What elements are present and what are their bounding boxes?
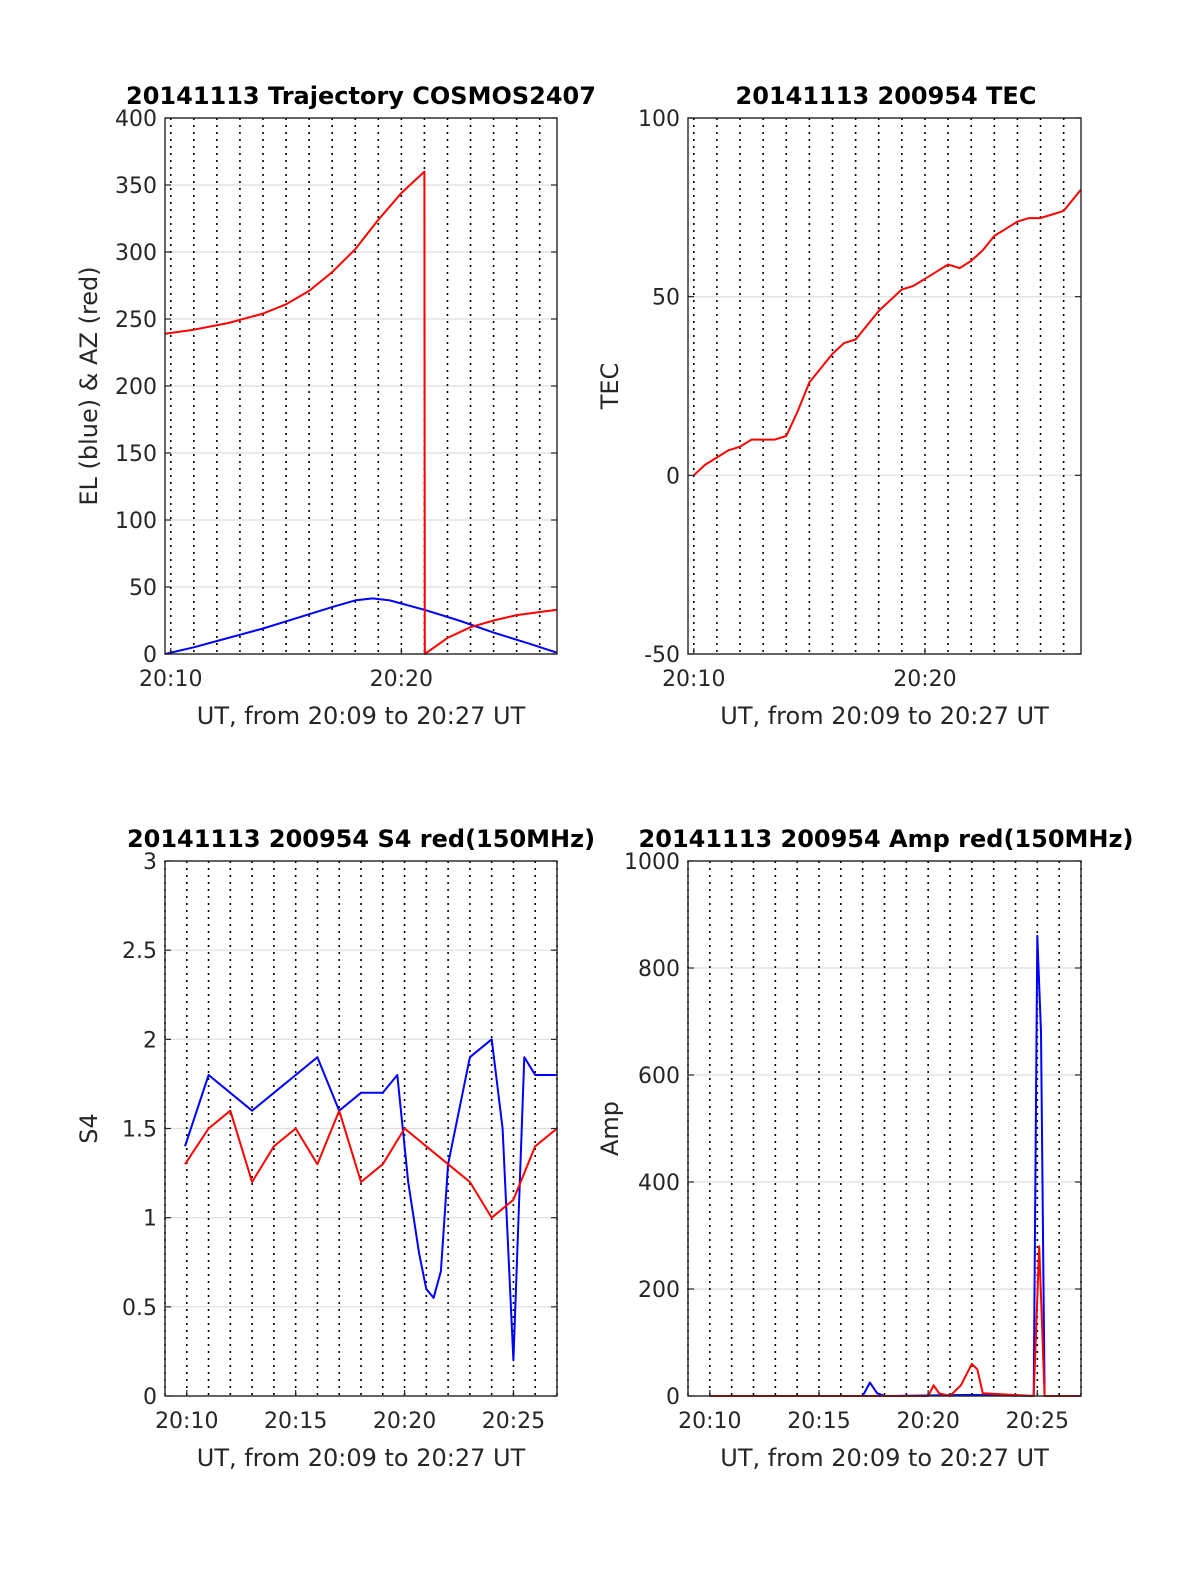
trajectory-series-1-line: [164, 170, 558, 655]
s4-series-0-line: [184, 1038, 557, 1362]
amp-axes-box: [687, 860, 1082, 1397]
s4-xtick-label: 20:25: [482, 1409, 545, 1434]
trajectory-xtick-label: 20:10: [139, 667, 202, 692]
tec-series-0-line: [693, 188, 1082, 477]
tec-xtick-label: 20:10: [662, 667, 725, 692]
tec-ytick-label: 50: [652, 286, 680, 311]
trajectory-title: 20141113 Trajectory COSMOS2407: [126, 82, 596, 110]
s4-chart: 0 0.5 1 1.5 2 2.5 3 20:10 20:15 20:20 20:25 2014111…: [75, 825, 595, 1472]
amp-xlabel: UT, from 20:09 to 20:27 UT: [720, 1444, 1049, 1472]
tec-xtick-label: 20:20: [893, 667, 956, 692]
tec-xlabel: UT, from 20:09 to 20:27 UT: [720, 702, 1049, 730]
trajectory-ytick-label: 300: [115, 241, 157, 266]
amp-ytick-label: 600: [638, 1064, 680, 1089]
amp-xtick-label: 20:25: [1006, 1409, 1069, 1434]
amp-ytick-label: 0: [666, 1385, 680, 1410]
trajectory-ytick-label: 0: [143, 643, 157, 668]
tec-title: 20141113 200954 TEC: [736, 82, 1037, 110]
trajectory-ytick-label: 250: [115, 308, 157, 333]
trajectory-ytick-label: 350: [115, 174, 157, 199]
amp-ytick-label: 1000: [624, 850, 680, 875]
s4-xtick-label: 20:10: [155, 1409, 218, 1434]
amp-xtick-label: 20:20: [896, 1409, 959, 1434]
tec-ytick-label: 0: [666, 464, 680, 489]
amp-xtick-label: 20:10: [678, 1409, 741, 1434]
s4-ytick-label: 0: [143, 1385, 157, 1410]
tec-axes-box: [687, 117, 1082, 655]
trajectory-series-0-line: [164, 597, 558, 655]
amp-series-1-line: [709, 1245, 1081, 1397]
s4-series-1-line: [184, 1109, 558, 1219]
s4-ytick-label: 2: [143, 1028, 157, 1053]
s4-xlabel: UT, from 20:09 to 20:27 UT: [197, 1444, 526, 1472]
trajectory-ytick-label: 400: [115, 107, 157, 132]
amp-ylabel: Amp: [596, 1101, 624, 1156]
tec-chart: -50 0 50 100 20:10 20:20 20141113 200954 TEC UT…: [596, 82, 1082, 730]
trajectory-xlabel: UT, from 20:09 to 20:27 UT: [197, 702, 526, 730]
s4-ytick-label: 1.5: [122, 1118, 157, 1143]
amp-xtick-label: 20:15: [787, 1409, 850, 1434]
tec-ytick-label: 100: [638, 107, 680, 132]
s4-title: 20141113 200954 S4 red(150MHz): [127, 825, 595, 853]
amp-ytick-label: 400: [638, 1171, 680, 1196]
s4-ytick-label: 3: [143, 850, 157, 875]
s4-ytick-label: 2.5: [122, 939, 157, 964]
trajectory-ylabel: EL (blue) & AZ (red): [75, 266, 103, 505]
s4-xtick-label: 20:15: [264, 1409, 327, 1434]
amp-series-0-line: [709, 934, 1081, 1397]
amp-chart: 0 200 400 600 800 1000 20:10 20:15 20:20 20:25 201…: [596, 825, 1133, 1472]
s4-xtick-label: 20:20: [373, 1409, 436, 1434]
trajectory-ytick-label: 200: [115, 375, 157, 400]
amp-ytick-label: 200: [638, 1278, 680, 1303]
tec-ytick-label: -50: [644, 643, 680, 668]
trajectory-ytick-label: 150: [115, 442, 157, 467]
tec-plot-area: [688, 118, 1081, 654]
trajectory-ytick-label: 100: [115, 509, 157, 534]
s4-ytick-label: 1: [143, 1207, 157, 1232]
trajectory-ytick-label: 50: [129, 576, 157, 601]
trajectory-xtick-label: 20:20: [370, 667, 433, 692]
amp-ytick-label: 800: [638, 957, 680, 982]
amp-title: 20141113 200954 Amp red(150MHz): [639, 825, 1134, 853]
s4-ylabel: S4: [75, 1113, 103, 1144]
s4-ytick-label: 0.5: [122, 1296, 157, 1321]
trajectory-chart: 0 50 100 150 200 250 300 350 400 20:10 20:20 201411…: [75, 82, 596, 730]
tec-ylabel: TEC: [596, 363, 624, 411]
